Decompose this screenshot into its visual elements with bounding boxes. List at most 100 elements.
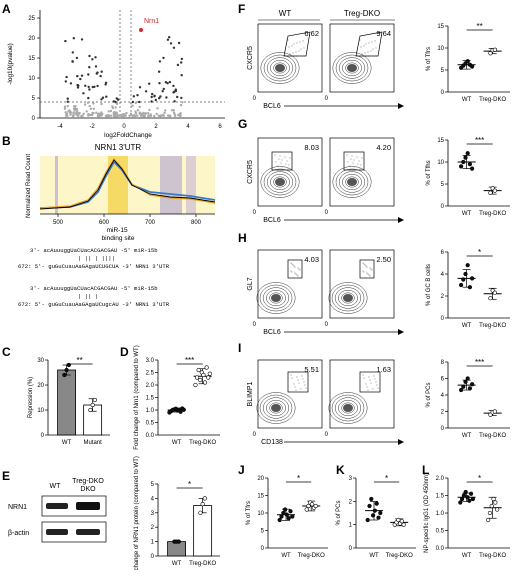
gate-event	[291, 377, 293, 379]
y-tick-label: 0.0	[436, 546, 445, 552]
volcano-point	[90, 113, 94, 117]
y-tick-label: 15	[257, 494, 264, 500]
volcano-point	[69, 113, 72, 116]
density-contour	[269, 292, 283, 304]
gate-event	[279, 155, 281, 157]
sig-label: *	[478, 474, 481, 483]
volcano-point	[65, 75, 68, 79]
gate-event	[365, 383, 367, 385]
gate-event	[377, 387, 379, 389]
gate-event	[363, 271, 365, 273]
y-axis-label: Fold change of Nrn1 (compared to WT)	[134, 345, 140, 449]
gate-event	[295, 389, 297, 391]
data-point	[290, 514, 295, 519]
volcano-point	[158, 82, 161, 85]
volcano-point	[72, 111, 75, 114]
data-point	[88, 407, 93, 413]
data-point	[62, 372, 67, 378]
density-contour	[341, 402, 355, 414]
y-tick-label: 4	[441, 272, 445, 278]
volcano-point	[92, 102, 95, 105]
gate-event	[284, 156, 286, 158]
volcano-point	[84, 84, 87, 88]
density-contour	[259, 394, 293, 422]
gate-event	[280, 162, 282, 164]
density-contour	[263, 54, 297, 82]
panel-e-blot: WT Treg-DKO DKO NRN1 β-actin	[8, 478, 107, 543]
density-contour	[338, 57, 366, 79]
y-axis-label: % of Tfhs	[426, 160, 432, 185]
panel-a-xlabel: log2FoldChange	[104, 132, 152, 139]
data-point	[458, 500, 463, 505]
gate-event	[299, 269, 301, 271]
sig-label: *	[188, 480, 191, 489]
density-contour	[335, 54, 369, 82]
flow-xlabel: BCL6	[263, 329, 281, 336]
gate-event	[370, 268, 372, 270]
gate-event	[363, 263, 365, 265]
volcano-point	[178, 112, 182, 116]
volcano-point	[77, 114, 80, 118]
data-point	[461, 159, 466, 165]
data-point	[198, 377, 203, 383]
volcano-point	[131, 100, 135, 104]
x-tick-label: WT	[462, 433, 472, 439]
volcano-point	[91, 85, 95, 89]
data-point	[492, 188, 497, 193]
gate-event	[281, 159, 283, 161]
volcano-point	[75, 56, 79, 60]
gate-event	[362, 262, 364, 264]
flow-plot-dko: 4.20 0	[325, 137, 395, 216]
density-core	[347, 178, 357, 186]
volcano-point	[180, 96, 183, 100]
sig-label: **	[77, 356, 83, 365]
y-tick-label: 6	[441, 377, 445, 383]
y-tick-label: 1.5	[436, 494, 445, 500]
density-contour	[331, 394, 365, 422]
density-contour	[328, 282, 368, 314]
volcano-point	[100, 98, 103, 101]
y-axis-label: % of PCs	[426, 382, 432, 407]
flow-ylabel: CXCR5	[247, 46, 254, 70]
gate-event	[373, 375, 375, 377]
arrow-head	[398, 103, 404, 109]
volcano-point	[68, 111, 72, 114]
panel-c-bars: 0 10 20 30 WT Mutant Repression (%) **	[28, 356, 110, 446]
gate-event	[287, 167, 289, 169]
gate-event	[363, 377, 365, 379]
panel-letter-i: I	[238, 341, 241, 355]
flow-gate	[343, 151, 365, 171]
volcano-point	[65, 114, 68, 118]
a-ytick-label: 10	[28, 76, 35, 82]
density-core	[343, 294, 353, 302]
y-tick-label: 0.5	[436, 529, 445, 535]
gate-event	[301, 375, 303, 377]
gate-event	[303, 47, 305, 49]
volcano-point	[138, 100, 141, 104]
gate-event	[367, 273, 369, 275]
gate-event	[297, 275, 299, 277]
gate-event	[291, 45, 293, 47]
x-tick-label: WT	[462, 553, 472, 559]
gate-percent: 8.03	[304, 143, 319, 152]
volcano-point	[172, 46, 176, 49]
data-point	[193, 382, 198, 388]
nrn1-band-wt	[46, 503, 68, 509]
data-point	[304, 507, 309, 512]
flow-plot-dko: 9.64 0	[325, 23, 395, 102]
volcano-point	[89, 113, 92, 117]
data-point	[488, 190, 493, 195]
gate-event	[300, 48, 302, 50]
y-tick-label: 1	[349, 523, 353, 529]
panel-letter-f: F	[238, 2, 245, 16]
volcano-point	[87, 85, 90, 89]
gate-event	[303, 381, 305, 383]
data-point	[491, 496, 496, 502]
volcano-point	[66, 97, 70, 100]
x-tick-label: WT	[462, 323, 472, 329]
gate-event	[292, 264, 294, 266]
data-point	[90, 402, 95, 408]
data-point	[313, 503, 318, 509]
volcano-point	[88, 66, 91, 69]
